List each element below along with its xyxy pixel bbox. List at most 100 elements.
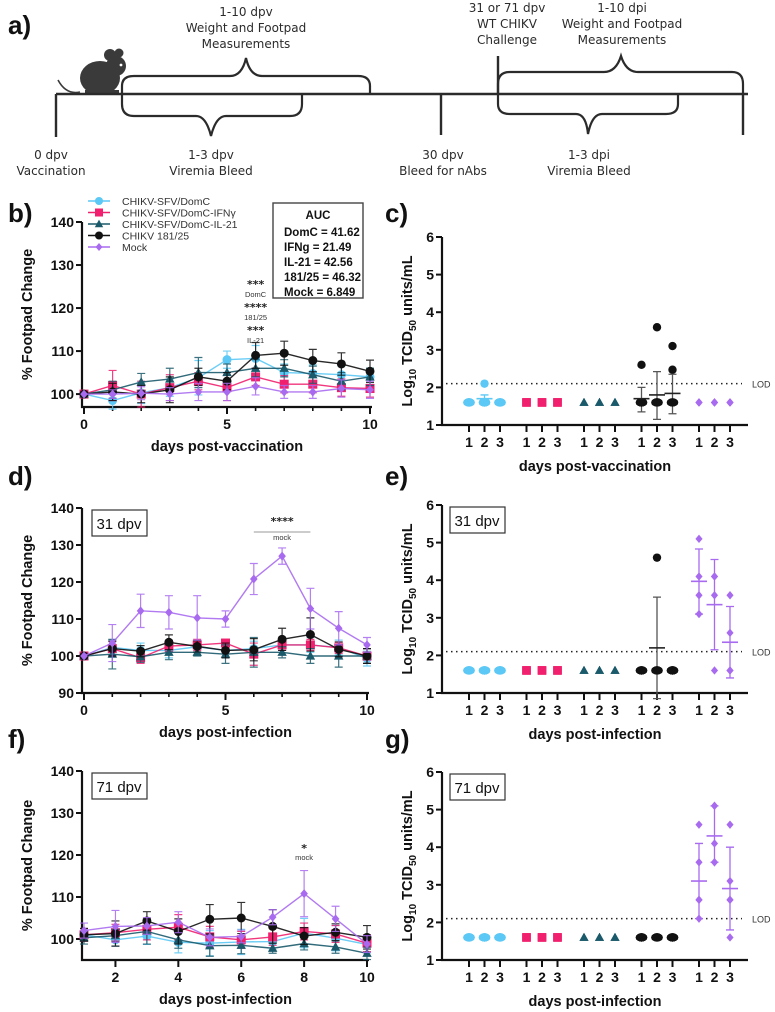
data-point [363,939,371,949]
brace-1-3-dpi [496,94,680,135]
data-point [136,646,146,656]
x-tick-label: 1 [580,434,588,450]
data-point [334,623,343,633]
x-axis-title: days post-infection [159,725,292,741]
data-point [223,387,231,397]
svg-text:0 dpv: 0 dpv [34,148,68,162]
data-point [236,913,246,923]
data-point [651,933,663,942]
data-point [249,645,259,655]
brace-1-10-dpi [496,52,745,94]
x-tick-label: 2 [596,969,604,985]
series-Mock [80,869,371,954]
y-tick-label: 140 [51,214,75,230]
data-point [299,931,309,941]
data-point [337,384,346,393]
legend-entry-IL21: CHIKV-SFV/DomC-IL-21 [88,219,238,231]
y-tick-label: 100 [51,648,75,664]
x-tick-label: 2 [653,969,661,985]
condition-label: 71 dpv [96,779,142,796]
series-line-DomC [83,932,368,946]
legend-label: CHIKV 181/25 [122,231,189,243]
legend-entry-CHIKV18125: CHIKV 181/25 [88,231,189,243]
group-CHIKV18125 [635,553,679,700]
data-point [537,398,547,407]
data-point [668,341,677,351]
timeline-label-vaccination: 0 dpv Vaccination [16,148,85,178]
data-point [478,398,491,407]
data-point [635,398,648,407]
svg-text:30 dpv: 30 dpv [422,148,463,162]
data-point [221,614,230,624]
timeline-label-viremia-dpv: 1-3 dpv Viremia Bleed [169,148,252,178]
data-point [666,398,679,407]
data-point [164,647,174,656]
y-axis-title-part: 10 [408,368,419,380]
data-point [336,359,346,369]
y-tick-label: 110 [51,889,74,905]
data-point [726,666,734,675]
y-tick-label: 100 [51,386,75,402]
data-point [695,591,703,600]
y-tick-label: 120 [51,574,75,590]
y-axis-title-part: 10 [408,636,419,648]
data-point [280,387,289,397]
x-tick-label: 3 [496,434,504,450]
panel-label-g: g) [385,724,410,754]
data-point [726,895,734,905]
legend-label: CHIKV-SFV/DomC-IL-21 [122,219,238,231]
y-axis-title: Log10 TCID50 units/mL [400,790,419,941]
y-axis-title-part: units/mL [400,255,416,320]
group-IL21 [579,932,620,941]
x-tick-label: 1 [695,434,703,450]
data-point [334,644,344,654]
data-point [108,638,117,648]
auc-line-domc: DomC = 41.62 [284,227,360,239]
y-tick-label: 130 [51,805,75,821]
data-point [710,591,719,600]
y-tick-label: 2 [426,379,434,395]
group-IL21 [579,397,620,406]
data-point [136,606,145,616]
y-tick-label: 110 [51,343,74,359]
y-tick-label: 130 [51,257,75,273]
data-point [695,895,703,905]
y-tick-label: 5 [426,535,434,551]
x-tick-label: 3 [496,702,504,718]
significance-stars: **** [271,515,294,528]
x-tick-label: 2 [481,434,489,450]
auc-line-il21: IL-21 = 42.56 [284,257,353,269]
significance-stars: *** [247,324,265,337]
group-IFNy [522,666,562,675]
x-axis-title: days post-infection [529,727,662,743]
data-point [308,387,317,397]
brace-1-3-dpv [120,94,304,137]
y-axis-title-part: TCID [400,331,416,369]
svg-text:1-3 dpv: 1-3 dpv [188,148,234,162]
auc-title: AUC [306,210,331,222]
data-point [330,942,341,951]
data-point [579,665,589,674]
y-tick-label: 4 [426,572,434,588]
data-point [143,921,151,931]
series-line-IL21 [83,930,368,954]
data-point [192,641,202,651]
data-point [108,389,117,399]
data-point [710,839,719,848]
data-point [695,914,703,923]
significance-stars: **** [244,301,267,314]
data-point [308,369,318,379]
y-tick-label: 5 [426,267,434,283]
data-point [652,553,662,562]
data-point [277,647,287,656]
svg-text:Challenge: Challenge [477,33,537,47]
x-tick-label: 3 [669,702,677,718]
data-point [494,398,506,407]
y-tick-label: 3 [426,877,434,893]
legend-entry-Mock: Mock [88,242,148,254]
data-point [726,398,734,407]
x-tick-label: 1 [695,969,703,985]
group-Mock [691,801,738,942]
timeline-label-viremia-dpi: 1-3 dpi Viremia Bleed [547,148,630,178]
y-tick-label: 1 [426,952,434,968]
